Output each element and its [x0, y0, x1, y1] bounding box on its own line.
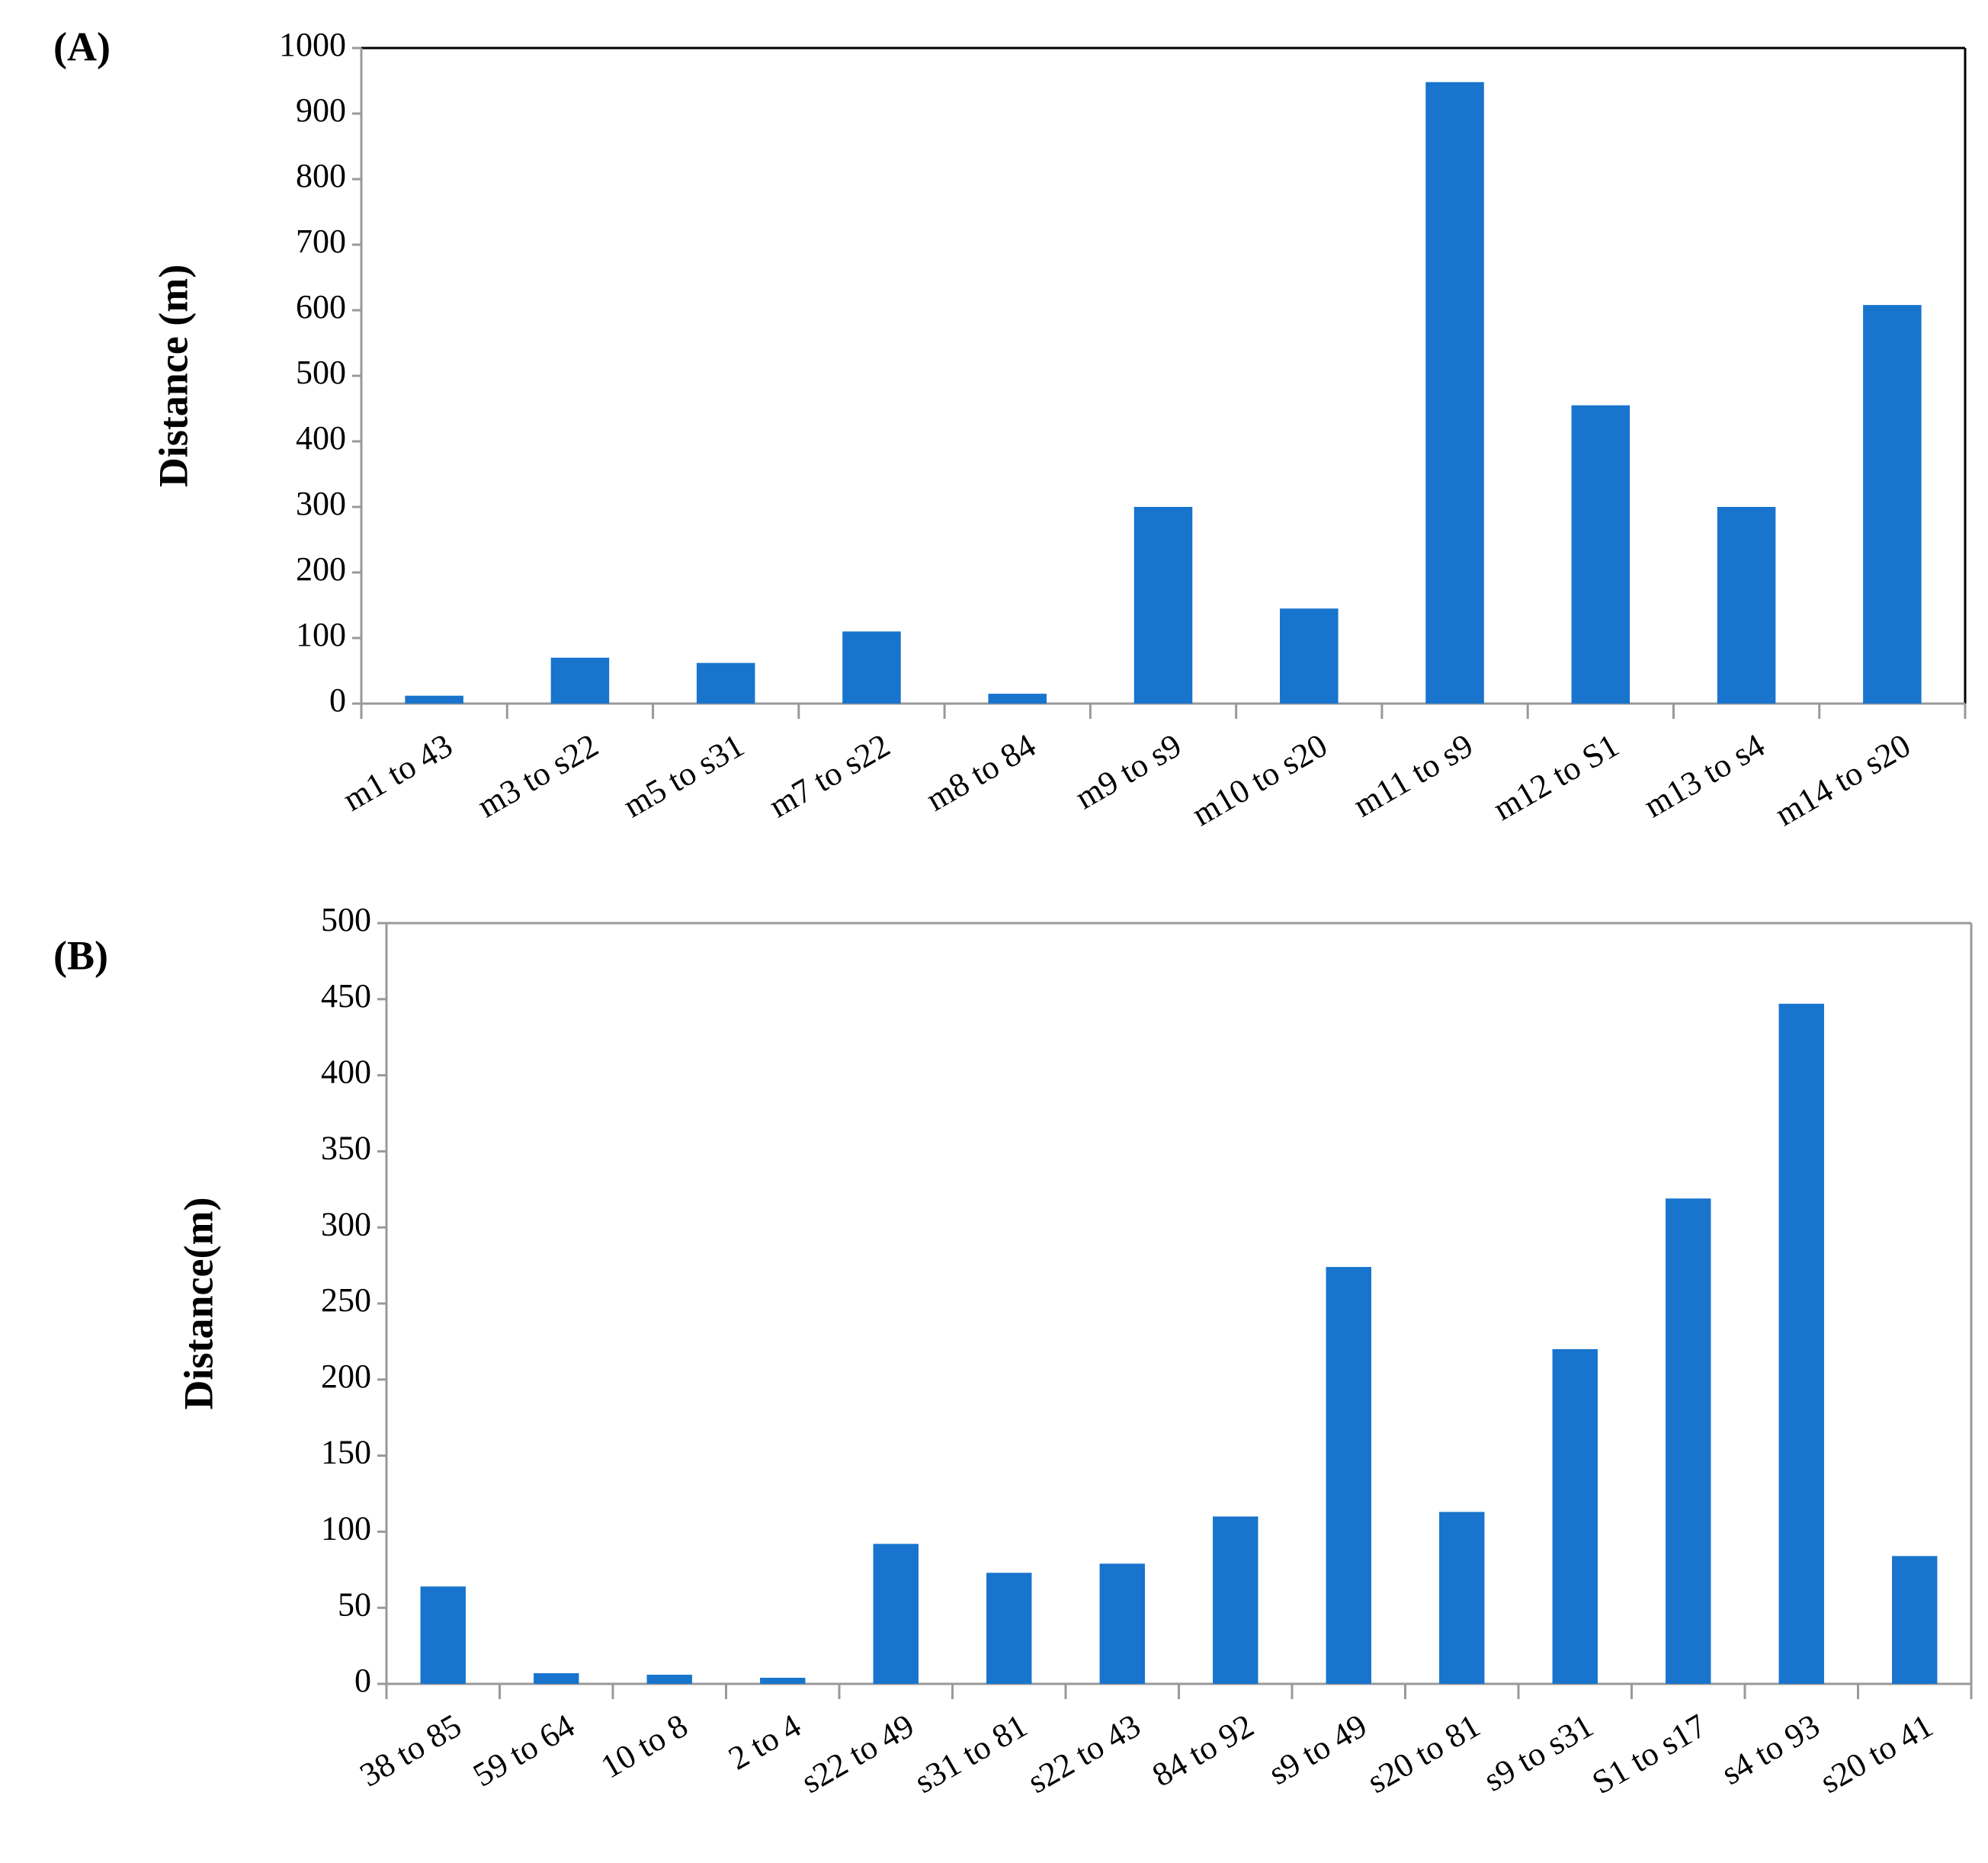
- y-tick-label: 450: [321, 977, 371, 1015]
- y-tick-label: 200: [296, 550, 346, 588]
- y-tick-label: 350: [321, 1129, 371, 1166]
- panel-label: (A): [53, 24, 111, 69]
- x-tick-label: s20 to 41: [1814, 1707, 1939, 1800]
- y-tick-label: 200: [321, 1358, 371, 1395]
- y-tick-label: 300: [321, 1205, 371, 1243]
- x-tick-label: s9 to 49: [1262, 1707, 1373, 1792]
- y-tick-label: 900: [296, 91, 346, 129]
- bar: [1099, 1563, 1145, 1684]
- x-tick-label: m11 to s9: [1347, 726, 1479, 824]
- y-tick-label: 100: [321, 1509, 371, 1547]
- x-tick-label: 59 to 64: [467, 1707, 580, 1794]
- x-tick-label: 2 to 4: [722, 1707, 806, 1778]
- y-axis-label: Distance (m): [150, 265, 196, 487]
- x-tick-label: s20 to 81: [1361, 1707, 1486, 1800]
- x-tick-label: m7 to s22: [763, 726, 896, 825]
- x-tick-label: m13 to s4: [1637, 726, 1771, 825]
- x-tick-label: m10 to s20: [1185, 726, 1333, 833]
- x-tick-label: m1 to 43: [337, 726, 459, 819]
- y-tick-label: 400: [321, 1053, 371, 1091]
- bar: [1892, 1556, 1938, 1684]
- x-tick-label: S1 to s17: [1586, 1707, 1712, 1801]
- bar: [1326, 1267, 1371, 1684]
- bar: [1863, 305, 1922, 704]
- bar: [986, 1573, 1032, 1684]
- y-tick-label: 0: [354, 1662, 371, 1699]
- x-tick-label: m9 to s9: [1069, 726, 1188, 816]
- y-tick-label: 500: [321, 901, 371, 938]
- y-axis-label: Distance(m): [175, 1198, 221, 1410]
- bar: [1552, 1348, 1598, 1684]
- bar: [760, 1678, 806, 1684]
- bar: [405, 695, 463, 704]
- x-tick-label: 84 to 92: [1146, 1707, 1259, 1794]
- x-tick-label: m14 to s20: [1769, 726, 1917, 833]
- bar: [1280, 608, 1339, 704]
- y-tick-label: 150: [321, 1434, 371, 1471]
- bar: [646, 1675, 692, 1684]
- y-tick-label: 0: [329, 681, 346, 719]
- y-tick-label: 700: [296, 223, 346, 260]
- y-tick-label: 250: [321, 1281, 371, 1319]
- x-tick-label: s4 to 93: [1715, 1707, 1826, 1792]
- bar: [1133, 507, 1193, 704]
- panel-label: (B): [53, 932, 108, 978]
- y-tick-label: 400: [296, 419, 346, 457]
- bar: [420, 1586, 466, 1684]
- x-tick-label: m12 to S1: [1487, 726, 1625, 828]
- y-tick-label: 100: [296, 616, 346, 653]
- x-tick-label: s22 to 43: [1021, 1707, 1146, 1800]
- bar: [1778, 1003, 1824, 1684]
- bar: [1717, 507, 1776, 704]
- x-tick-label: s9 to s31: [1477, 1707, 1599, 1799]
- y-tick-label: 50: [338, 1586, 371, 1623]
- bar: [1425, 82, 1484, 704]
- bar: [534, 1673, 579, 1684]
- x-tick-label: 38 to 85: [354, 1707, 467, 1794]
- bar: [1213, 1516, 1259, 1684]
- y-tick-label: 500: [296, 354, 346, 391]
- bar: [550, 657, 610, 704]
- bar: [696, 662, 755, 704]
- bar: [873, 1544, 919, 1684]
- y-tick-label: 800: [296, 157, 346, 194]
- y-tick-label: 300: [296, 485, 346, 522]
- bar: [1439, 1512, 1485, 1684]
- bar: [1571, 405, 1630, 704]
- x-tick-label: 10 to 8: [595, 1707, 694, 1786]
- x-tick-label: m3 to s22: [471, 726, 604, 825]
- x-tick-label: s31 to 81: [909, 1707, 1034, 1800]
- bar: [988, 694, 1047, 704]
- y-tick-label: 1000: [279, 26, 346, 63]
- y-tick-label: 600: [296, 288, 346, 325]
- x-tick-label: m5 to s31: [617, 726, 750, 825]
- x-tick-label: m8 to 84: [920, 726, 1042, 819]
- bar: [1666, 1198, 1711, 1684]
- bar: [842, 631, 901, 704]
- x-tick-label: s22 to 49: [795, 1707, 920, 1800]
